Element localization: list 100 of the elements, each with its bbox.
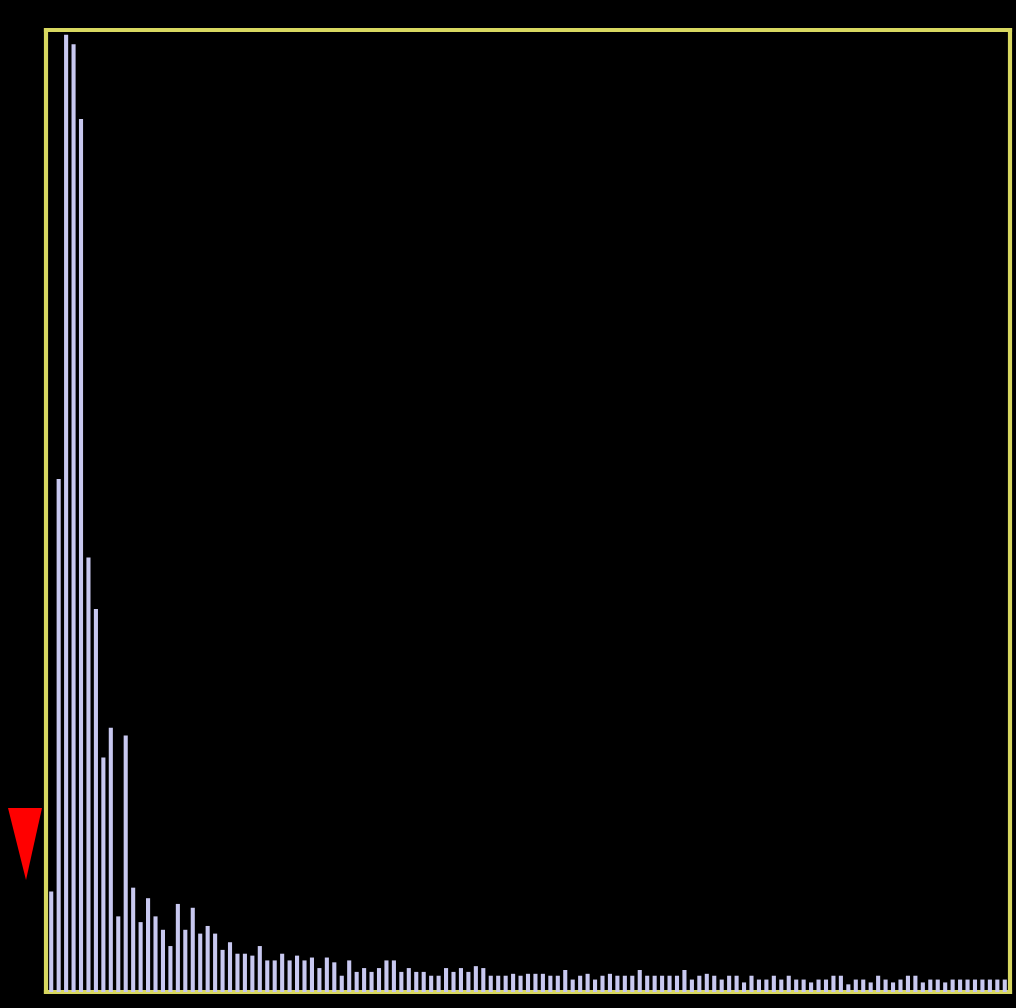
bar — [861, 979, 866, 992]
bar — [913, 975, 918, 992]
bar — [928, 979, 933, 992]
bar — [287, 960, 292, 992]
bar — [801, 979, 806, 992]
bar — [496, 975, 501, 992]
bar — [876, 975, 881, 992]
bar — [853, 979, 858, 992]
bar — [555, 975, 560, 992]
bar — [868, 982, 873, 992]
bar — [511, 973, 516, 992]
bar — [458, 968, 463, 992]
bar — [451, 971, 456, 992]
bar — [734, 975, 739, 992]
bar — [123, 735, 128, 992]
bar — [302, 960, 307, 992]
bar — [667, 975, 672, 992]
bar — [369, 971, 374, 992]
bar — [972, 979, 978, 992]
bar — [525, 973, 531, 992]
bar — [414, 971, 419, 992]
bar — [585, 973, 590, 992]
bar — [332, 962, 337, 992]
bar — [175, 903, 180, 992]
bar — [935, 979, 940, 992]
bar — [466, 971, 471, 992]
bar — [831, 975, 836, 992]
bar — [838, 975, 843, 992]
bar — [890, 982, 896, 992]
bar — [965, 979, 970, 992]
bar — [794, 979, 799, 992]
bar — [444, 968, 449, 992]
bar — [354, 971, 359, 992]
bar — [421, 971, 426, 992]
bar — [436, 975, 441, 992]
bar — [1002, 979, 1007, 992]
bar — [503, 975, 508, 992]
bar — [108, 727, 113, 992]
bar — [272, 960, 277, 992]
bar — [607, 973, 612, 992]
bar — [309, 957, 315, 992]
bar — [406, 968, 411, 992]
bar — [704, 973, 709, 992]
bar — [362, 968, 367, 992]
bar — [950, 979, 955, 992]
bar — [473, 966, 478, 992]
bar — [481, 968, 486, 992]
bar — [980, 979, 985, 992]
bar — [533, 973, 538, 992]
bar — [600, 975, 605, 992]
bar — [429, 975, 434, 992]
bar — [652, 975, 657, 992]
bar — [146, 898, 151, 992]
bar — [578, 975, 583, 992]
bar — [593, 979, 598, 992]
bar — [347, 960, 352, 992]
bar — [563, 969, 568, 992]
bar — [883, 979, 888, 992]
bar — [786, 975, 791, 992]
bar — [220, 949, 225, 992]
bar — [257, 946, 262, 992]
bar — [764, 979, 769, 992]
bar — [756, 979, 761, 992]
bar — [518, 975, 523, 992]
bar — [250, 955, 255, 992]
bar — [749, 975, 754, 992]
bar — [846, 984, 851, 992]
bar — [570, 979, 575, 992]
bar — [64, 34, 69, 992]
bar — [823, 979, 829, 992]
bar — [242, 953, 247, 992]
bar — [205, 925, 210, 992]
bar — [488, 975, 493, 992]
bar — [741, 982, 747, 992]
bar — [905, 975, 910, 992]
bar — [727, 975, 732, 992]
bar — [958, 979, 963, 992]
bar — [943, 982, 948, 992]
bar — [637, 969, 642, 992]
bar — [71, 44, 76, 992]
bar — [674, 975, 680, 992]
bar — [384, 960, 389, 992]
bar — [227, 942, 233, 992]
bar — [190, 907, 195, 992]
bar — [49, 891, 54, 992]
bar — [324, 957, 329, 992]
bar — [295, 955, 300, 992]
bar — [548, 975, 553, 992]
bar — [376, 968, 382, 992]
bar — [213, 933, 218, 992]
bar — [898, 979, 903, 992]
bar — [809, 982, 814, 992]
bar — [697, 975, 702, 992]
bar — [689, 979, 694, 992]
bar — [630, 975, 635, 992]
bar — [712, 975, 717, 992]
bar — [660, 975, 665, 992]
bar — [645, 975, 650, 992]
bar — [920, 982, 925, 992]
bar — [622, 975, 627, 992]
